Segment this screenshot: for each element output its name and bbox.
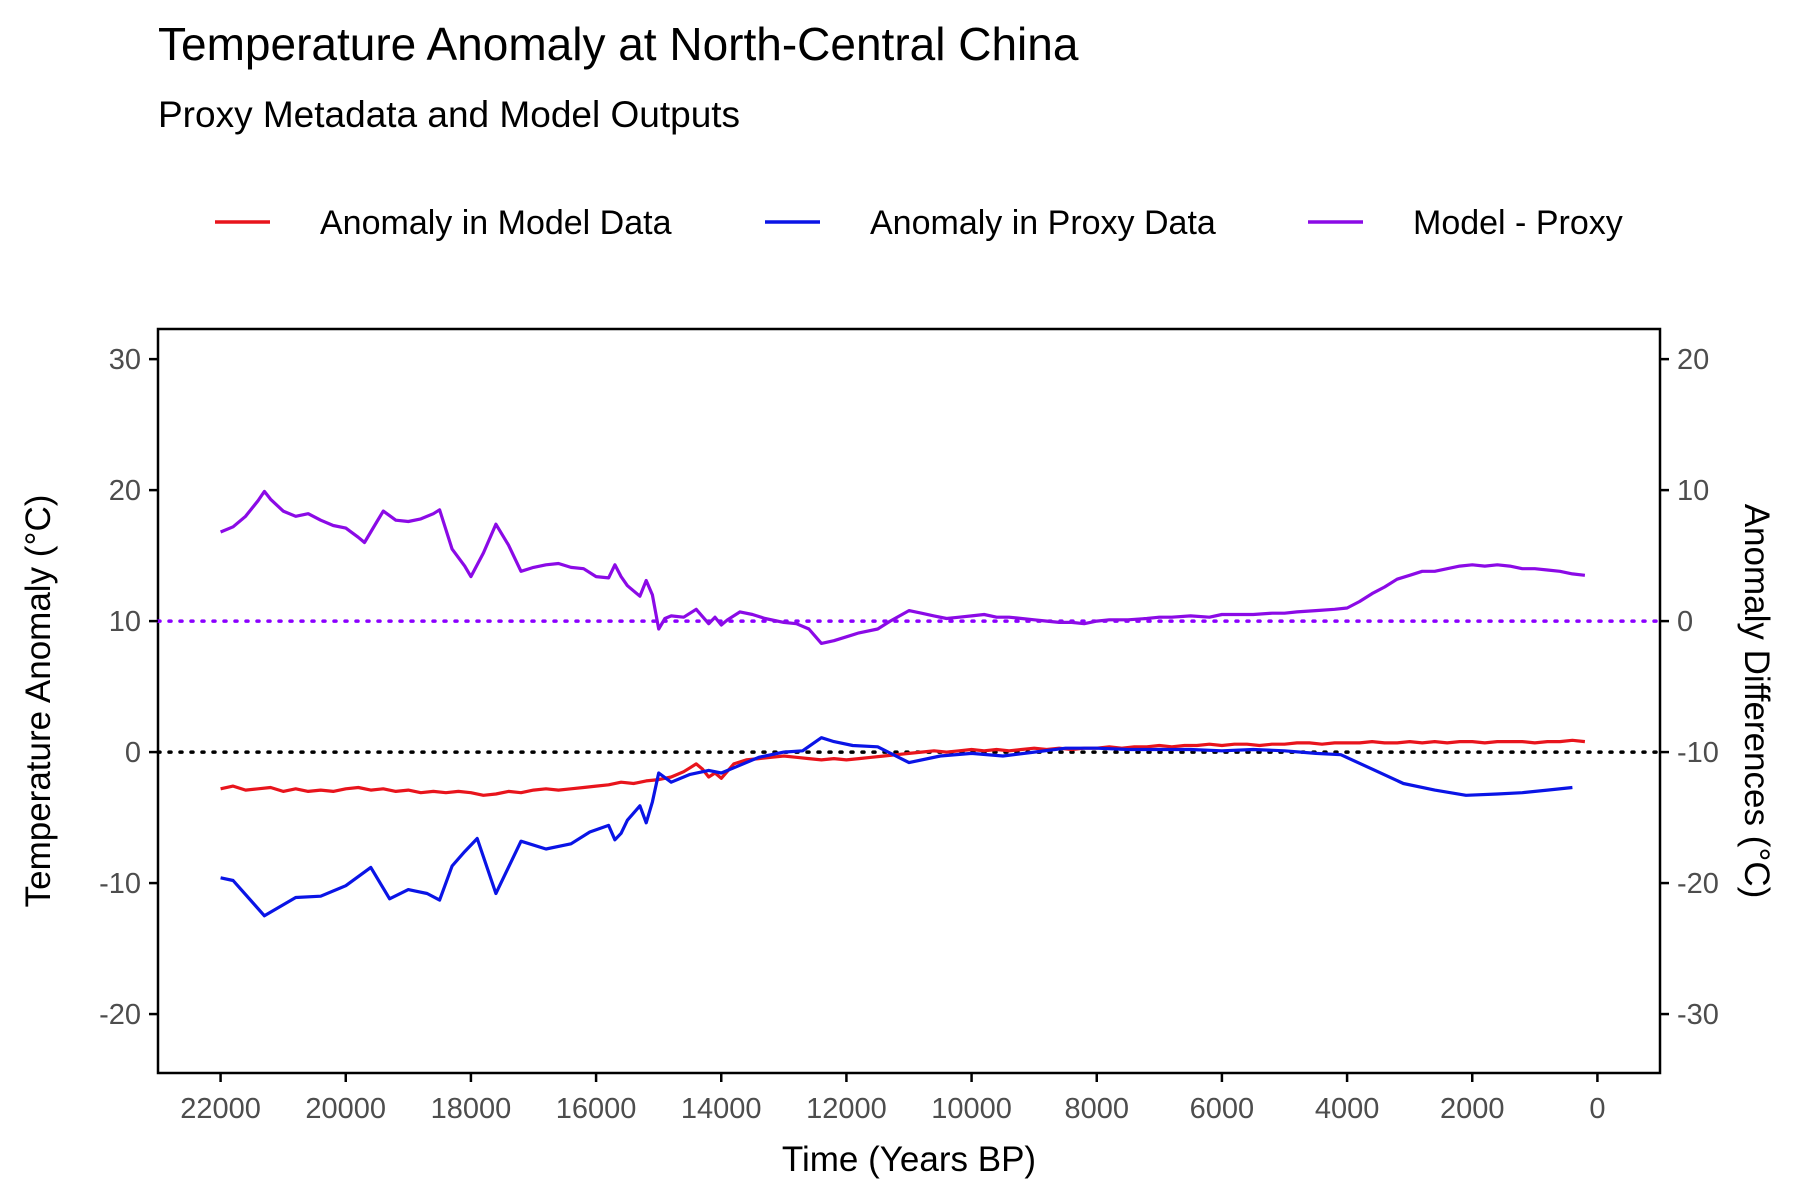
x-tick-label: 4000: [1315, 1093, 1380, 1125]
x-tick-label: 0: [1589, 1093, 1605, 1125]
series-line-1: [220, 736, 1573, 918]
series-lines: [219, 489, 1586, 918]
chart-subtitle: Proxy Metadata and Model Outputs: [158, 94, 740, 135]
y-tick-label: 30: [109, 344, 141, 376]
y-tick-label: -20: [99, 999, 141, 1031]
y2-tick-label: -10: [1677, 737, 1719, 769]
x-axis-title: Time (Years BP): [782, 1140, 1036, 1179]
y-tick-label: 10: [109, 606, 141, 638]
x-tick-label: 16000: [556, 1093, 637, 1125]
axes: 22000 20000 18000 16000 14000 12000 10000 8000 6…: [99, 344, 1719, 1125]
legend-label-2: Model - Proxy: [1413, 204, 1623, 242]
series-line-2: [219, 489, 1586, 646]
x-tick-label: 12000: [806, 1093, 887, 1125]
y-tick-label: -10: [99, 868, 141, 900]
x-tick-label: 20000: [305, 1093, 386, 1125]
y-axis-title: Temperature Anomaly (°C): [19, 495, 58, 908]
legend: Anomaly in Model Data Anomaly in Proxy Da…: [215, 204, 1623, 242]
y2-axis-title: Anomaly Differences (°C): [1737, 504, 1776, 899]
x-tick-label: 8000: [1064, 1093, 1129, 1125]
y-tick-label: 0: [125, 737, 141, 769]
x-tick-label: 18000: [431, 1093, 512, 1125]
y2-tick-label: -30: [1677, 999, 1719, 1031]
y2-tick-label: 10: [1677, 475, 1709, 507]
plot-panel: [156, 327, 1662, 1075]
x-tick-label: 10000: [931, 1093, 1012, 1125]
chart-title: Temperature Anomaly at North-Central Chi…: [158, 18, 1079, 70]
y2-tick-label: 0: [1677, 606, 1693, 638]
y2-tick-label: 20: [1677, 344, 1709, 376]
legend-label-0: Anomaly in Model Data: [320, 204, 672, 242]
series-line-0: [220, 738, 1586, 797]
x-tick-label: 14000: [681, 1093, 762, 1125]
legend-label-1: Anomaly in Proxy Data: [870, 204, 1216, 242]
x-tick-label: 2000: [1440, 1093, 1505, 1125]
x-tick-label: 6000: [1190, 1093, 1255, 1125]
x-tick-label: 22000: [180, 1093, 261, 1125]
y-tick-label: 20: [109, 475, 141, 507]
y2-tick-label: -20: [1677, 868, 1719, 900]
